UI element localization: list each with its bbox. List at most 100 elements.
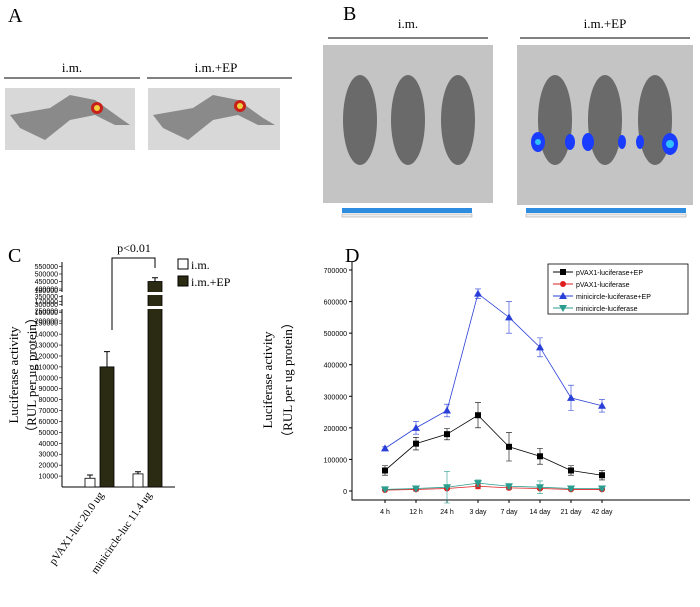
y-tick-label: 40000 [39, 441, 59, 448]
point [474, 289, 482, 297]
point [381, 486, 389, 494]
group-label: i.m.+EP [584, 16, 627, 31]
error-bar [135, 471, 141, 474]
group-label: i.m. [62, 60, 82, 75]
axis-break [60, 306, 64, 309]
y-tick-label: 140000 [35, 332, 58, 339]
y-tick-label: 90000 [39, 386, 59, 393]
y-tick-label: 150000 [35, 321, 58, 328]
point [505, 483, 513, 491]
point [381, 444, 389, 452]
y-tick-label: 60000 [39, 419, 59, 426]
y-tick-label: 500000 [324, 331, 347, 338]
y-tick-label: 200000 [35, 319, 58, 326]
point [598, 401, 606, 409]
image [5, 88, 280, 150]
bar [147, 281, 163, 488]
x-tick-label: 4 h [380, 509, 390, 516]
series-line [384, 292, 603, 449]
point [567, 393, 575, 401]
legend-label: pVAX1-luciferase+EP [576, 270, 643, 277]
y-tick-label: 110000 [35, 364, 58, 371]
y-axis-label: （RUL per ug protein） [24, 311, 39, 439]
error-bar [104, 351, 110, 367]
series-line [384, 485, 602, 491]
x-tick-label: 7 day [500, 509, 518, 516]
y-tick-label: 450000 [35, 279, 58, 286]
y-tick-label: 160000 [35, 310, 58, 317]
x-tick-label: 42 day [591, 509, 613, 516]
bar-break [147, 306, 163, 309]
point [444, 431, 450, 438]
panel-label: D [345, 245, 359, 267]
point [536, 343, 544, 351]
y-tick-label: 80000 [39, 397, 59, 404]
point [598, 485, 606, 493]
y-axis-label: Luciferase activity [260, 331, 275, 429]
y-axis-label: （RUL per ug protein） [280, 316, 295, 444]
legend-label: pVAX1-luciferase [576, 282, 630, 289]
point [443, 406, 451, 414]
group-label: i.m.+EP [195, 60, 238, 75]
point [568, 467, 574, 474]
y-axis-label: Luciferase activity [6, 326, 21, 424]
y-tick-label: 20000 [39, 463, 59, 470]
bar [132, 473, 144, 488]
y-tick-label: 500000 [35, 272, 58, 279]
image [323, 45, 693, 218]
point [567, 485, 575, 493]
series-line [384, 482, 602, 490]
y-tick-label: 50000 [39, 430, 59, 437]
y-tick-label: 100000 [35, 375, 58, 382]
y-tick-label: 0 [343, 489, 347, 496]
y-tick-label: 10000 [39, 474, 59, 481]
bar [84, 477, 96, 488]
group-label: i.m. [398, 16, 418, 31]
point [412, 423, 420, 431]
x-tick-label: 14 day [529, 509, 551, 516]
series-line [384, 414, 603, 476]
legend-label: minicircle-luciferase [576, 306, 638, 313]
y-tick-label: 300000 [324, 394, 347, 401]
y-tick-label: 700000 [324, 268, 347, 275]
legend-marker [559, 292, 567, 299]
y-tick-label: 30000 [39, 452, 59, 459]
y-tick-label: 350000 [35, 294, 58, 301]
legend-label: i.m.+EP [191, 275, 231, 289]
annotation: p<0.01 [117, 241, 151, 255]
y-tick-label: 200000 [324, 426, 347, 433]
legend-marker [560, 269, 566, 275]
x-tick-label: 21 day [560, 509, 582, 516]
point [599, 472, 605, 479]
y-tick-label: 400000 [35, 287, 58, 294]
point [413, 440, 419, 447]
x-tick-label: 12 h [409, 509, 423, 516]
error-bar [87, 474, 93, 479]
y-tick-label: 550000 [35, 264, 58, 271]
y-tick-label: 130000 [35, 343, 58, 350]
y-tick-label: 120000 [35, 353, 58, 360]
bar [99, 366, 115, 488]
y-tick-label: 600000 [324, 300, 347, 307]
legend-marker [559, 305, 567, 312]
point [412, 485, 420, 493]
point [475, 412, 481, 419]
y-tick-label: 70000 [39, 408, 59, 415]
axis-break [60, 292, 64, 295]
bar-break [147, 292, 163, 295]
point [506, 443, 512, 450]
legend-swatch [177, 275, 189, 287]
point [443, 484, 451, 492]
y-tick-label: 250000 [35, 309, 58, 316]
axis [351, 262, 690, 501]
y-tick-label: 180000 [35, 288, 58, 295]
point [537, 453, 543, 460]
panel-label: C [8, 245, 21, 267]
point [474, 480, 482, 488]
y-tick-label: 300000 [35, 302, 58, 309]
x-tick-label: 3 day [469, 509, 487, 516]
bracket [111, 257, 156, 330]
x-tick-label: 24 h [440, 509, 454, 516]
legend-marker [560, 281, 566, 287]
